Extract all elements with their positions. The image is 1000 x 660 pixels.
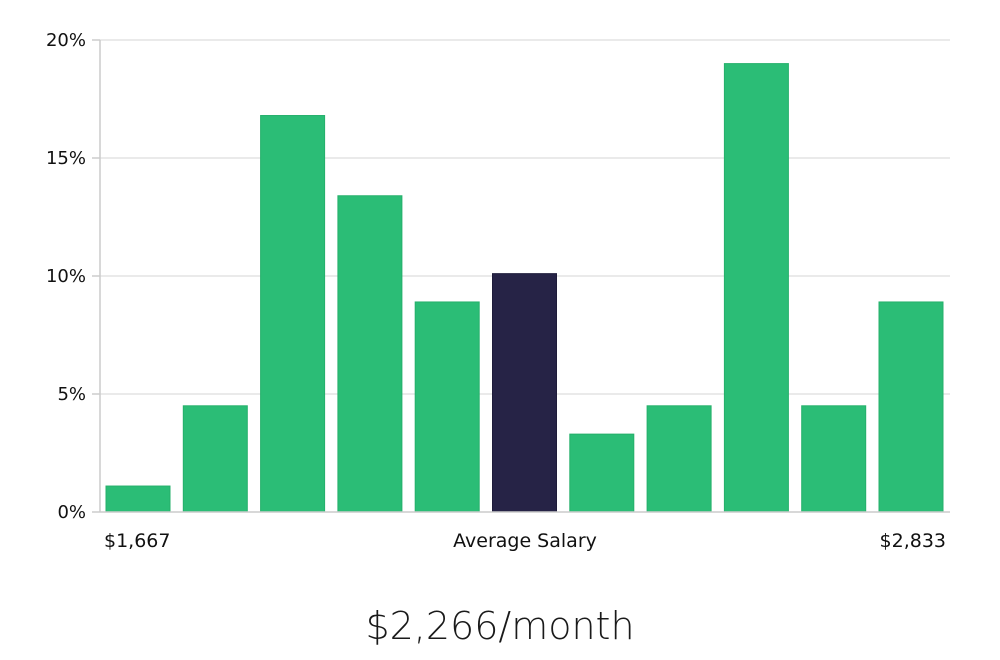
- y-tick-label: 10%: [46, 266, 86, 287]
- histogram-bar: [878, 301, 944, 513]
- histogram-bar: [801, 405, 867, 513]
- histogram-bar-average: [492, 273, 557, 513]
- y-tick-label: 20%: [46, 30, 86, 51]
- y-tick-label: 0%: [57, 502, 86, 523]
- x-axis-min-label: $1,667: [104, 530, 170, 552]
- histogram-bar: [569, 433, 635, 513]
- y-tick-label: 5%: [57, 384, 86, 405]
- bars: [105, 63, 944, 513]
- histogram-bar: [646, 405, 712, 513]
- histogram-bar: [260, 115, 326, 513]
- y-tick-label: 15%: [46, 148, 86, 169]
- histogram-bar: [182, 405, 248, 513]
- x-axis-max-label: $2,833: [880, 530, 946, 552]
- average-salary-value: $2,266/month: [365, 604, 635, 648]
- histogram-bar: [105, 485, 171, 513]
- histogram-bar: [723, 63, 789, 513]
- y-tick-labels: 0% 5% 10% 15% 20%: [46, 30, 86, 523]
- histogram-bar: [414, 301, 480, 513]
- axes: [92, 39, 950, 513]
- chart-svg: 0% 5% 10% 15% 20% $1,667 Average Salary $2,8…: [46, 30, 950, 552]
- histogram-bar: [337, 195, 403, 513]
- x-axis-title: Average Salary: [453, 530, 597, 552]
